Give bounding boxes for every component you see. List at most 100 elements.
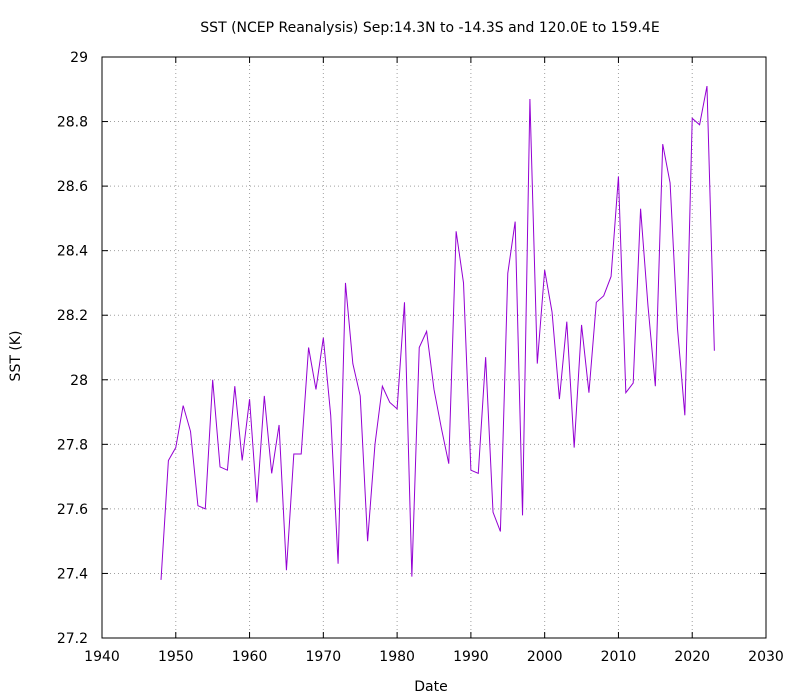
- x-tick-label: 2010: [601, 649, 637, 665]
- sst-data-point: [242, 460, 243, 461]
- sst-data-point: [279, 424, 280, 425]
- sst-data-point: [419, 347, 420, 348]
- sst-data-point: [574, 447, 575, 448]
- sst-data-point: [426, 331, 427, 332]
- sst-data-point: [441, 428, 442, 429]
- plot-frame: [101, 56, 767, 639]
- y-tick-label: 28.2: [57, 308, 88, 324]
- y-tick-label: 27.8: [57, 437, 88, 453]
- x-tick-label: 1940: [84, 649, 120, 665]
- sst-data-point: [264, 395, 265, 396]
- sst-data-point: [234, 386, 235, 387]
- sst-data-point: [515, 221, 516, 222]
- sst-data-point: [485, 357, 486, 358]
- sst-data-point: [537, 363, 538, 364]
- sst-data-point: [706, 86, 707, 87]
- sst-series-line: [160, 85, 715, 580]
- sst-data-point: [456, 231, 457, 232]
- sst-data-point: [566, 321, 567, 322]
- sst-data-point: [625, 392, 626, 393]
- x-tick-label: 1970: [306, 649, 342, 665]
- x-tick-label: 2020: [674, 649, 710, 665]
- y-axis-ticks: 27.2 27.4 27.6 27.8 28 28.2 28.4 28.6 28.8 29: [57, 50, 766, 647]
- sst-data-point: [286, 570, 287, 571]
- sst-data-point: [382, 386, 383, 387]
- y-tick-label: 27.6: [57, 502, 88, 518]
- sst-data-point: [205, 508, 206, 509]
- sst-data-point: [633, 383, 634, 384]
- sst-data-point: [183, 405, 184, 406]
- sst-data-point: [411, 576, 412, 577]
- sst-data-point: [168, 460, 169, 461]
- sst-data-point: [389, 402, 390, 403]
- sst-data-point: [529, 98, 530, 99]
- sst-data-point: [699, 124, 700, 125]
- sst-data-point: [330, 415, 331, 416]
- series-layer: [160, 85, 715, 580]
- sst-data-point: [692, 118, 693, 119]
- sst-data-point: [684, 415, 685, 416]
- sst-data-point: [507, 273, 508, 274]
- sst-data-point: [522, 515, 523, 516]
- sst-data-point: [315, 389, 316, 390]
- sst-data-point: [618, 176, 619, 177]
- y-tick-label: 28.8: [57, 115, 88, 131]
- y-tick-label: 29: [70, 50, 88, 66]
- sst-data-point: [544, 270, 545, 271]
- sst-data-point: [404, 302, 405, 303]
- sst-data-point: [640, 208, 641, 209]
- sst-data-point: [611, 276, 612, 277]
- sst-data-point: [323, 337, 324, 338]
- sst-data-point: [227, 470, 228, 471]
- sst-data-point: [677, 328, 678, 329]
- sst-data-point: [301, 454, 302, 455]
- y-tick-label: 27.4: [57, 566, 88, 582]
- sst-data-point: [714, 350, 715, 351]
- x-axis-label: Date: [414, 679, 447, 695]
- sst-data-point: [588, 392, 589, 393]
- sst-data-point: [596, 302, 597, 303]
- grid-lines: [102, 57, 766, 638]
- sst-data-point: [581, 324, 582, 325]
- sst-data-point: [397, 408, 398, 409]
- x-axis-ticks: 1940 1950 1960 1970 1980 1990 2000 2010 2020 2030: [84, 57, 784, 665]
- x-tick-label: 1950: [158, 649, 194, 665]
- y-tick-label: 28.4: [57, 244, 88, 260]
- sst-data-point: [493, 512, 494, 513]
- y-axis-label: SST (K): [8, 331, 24, 382]
- sst-data-point: [308, 347, 309, 348]
- sst-data-point: [374, 444, 375, 445]
- x-tick-label: 2000: [527, 649, 563, 665]
- sst-data-point: [552, 311, 553, 312]
- sst-data-point: [212, 379, 213, 380]
- sst-data-point: [345, 282, 346, 283]
- sst-data-point: [367, 541, 368, 542]
- sst-data-point: [175, 447, 176, 448]
- y-tick-label: 28.6: [57, 179, 88, 195]
- sst-data-point: [603, 295, 604, 296]
- sst-data-point: [293, 454, 294, 455]
- sst-data-point: [470, 470, 471, 471]
- sst-data-point: [670, 182, 671, 183]
- sst-data-point: [463, 282, 464, 283]
- sst-data-point: [647, 305, 648, 306]
- sst-data-point: [197, 505, 198, 506]
- x-tick-label: 1960: [232, 649, 268, 665]
- sst-data-point: [220, 466, 221, 467]
- x-tick-label: 1990: [453, 649, 489, 665]
- sst-data-point: [434, 389, 435, 390]
- sst-data-point: [249, 399, 250, 400]
- sst-data-point: [559, 399, 560, 400]
- chart-title: SST (NCEP Reanalysis) Sep:14.3N to -14.3…: [200, 20, 659, 36]
- sst-data-point: [161, 579, 162, 580]
- sst-data-point: [478, 473, 479, 474]
- sst-data-point: [190, 431, 191, 432]
- sst-data-point: [256, 502, 257, 503]
- sst-data-point: [352, 363, 353, 364]
- y-tick-label: 27.2: [57, 631, 88, 647]
- x-tick-label: 2030: [748, 649, 784, 665]
- sst-data-point: [338, 563, 339, 564]
- sst-data-point: [662, 144, 663, 145]
- x-tick-label: 1980: [379, 649, 415, 665]
